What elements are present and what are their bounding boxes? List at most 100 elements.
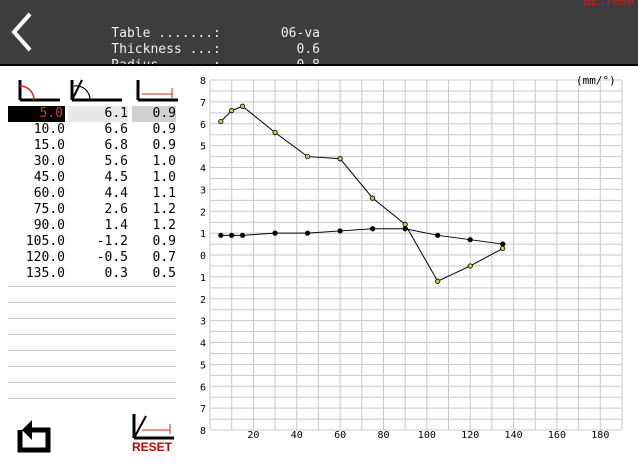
angle-cell: 5.0	[8, 106, 65, 122]
table-row[interactable]: 105.0 -1.2 0.9	[8, 234, 176, 250]
rotate-icon	[17, 420, 51, 453]
header-bar: Table .......:06-va Thickness ...:0.6 Ra…	[0, 0, 638, 73]
y-tick-label: 0	[200, 251, 206, 262]
angle-cell: 45.0	[33, 170, 65, 185]
angle-icon	[18, 80, 60, 102]
x-tick-label: 180	[591, 430, 609, 440]
width-cell: 0.9	[152, 138, 176, 153]
springback-cell: 1.4	[104, 218, 128, 233]
y-tick-label: 6	[200, 120, 206, 131]
table-row[interactable]: 120.0 -0.5 0.7	[8, 250, 176, 266]
data-point	[218, 118, 224, 125]
x-tick-label: 160	[548, 430, 566, 440]
y-tick-label: 6	[200, 382, 206, 393]
y-tick-label: 1	[200, 229, 206, 240]
table-row[interactable]: 90.0 1.4 1.2	[8, 218, 176, 234]
reset-label: RESET	[131, 440, 172, 454]
y-tick-label: 3	[200, 317, 206, 328]
model-label: BE 7000	[583, 0, 634, 8]
angle-cell: 15.0	[33, 138, 65, 153]
reset-button[interactable]	[128, 410, 178, 458]
y-tick-label: 4	[200, 339, 206, 350]
row-divider	[8, 302, 176, 303]
springback-cell: 4.5	[104, 170, 128, 185]
row-divider	[8, 366, 176, 367]
reset-icon	[132, 414, 174, 440]
data-point	[500, 241, 506, 247]
springback-cell: -0.5	[96, 250, 128, 265]
row-divider	[8, 318, 176, 319]
y-tick-label: 7	[200, 404, 206, 415]
chevron-left-icon	[11, 12, 32, 52]
data-point	[435, 278, 441, 284]
back-button[interactable]	[6, 8, 40, 56]
width-cell: 1.0	[152, 154, 176, 169]
x-tick-label: 60	[334, 430, 346, 440]
width-icon	[136, 80, 178, 102]
data-point	[272, 129, 278, 136]
width-cell: 0.9	[152, 234, 176, 249]
data-point	[435, 232, 441, 238]
rotate-button[interactable]	[10, 414, 54, 456]
y-tick-label: 3	[200, 185, 206, 196]
data-point	[239, 103, 246, 109]
table-row[interactable]: 30.0 5.6 1.0	[8, 154, 176, 170]
row-divider	[8, 382, 176, 383]
row-divider	[8, 334, 176, 335]
width-cell: 0.7	[152, 250, 176, 265]
data-point	[304, 153, 311, 160]
y-tick-label: 5	[200, 360, 206, 371]
table-row[interactable]: 10.0 6.6 0.9	[8, 122, 176, 138]
data-point	[370, 195, 376, 201]
y-tick-label: 8	[200, 76, 206, 87]
data-point	[467, 263, 473, 269]
table-row[interactable]: 60.0 4.4 1.1	[8, 186, 176, 202]
width-cell: 1.2	[152, 202, 176, 217]
row-divider	[8, 286, 176, 287]
table-row[interactable]: 75.0 2.6 1.2	[8, 202, 176, 218]
y-tick-label: 2	[200, 207, 206, 218]
x-tick-label: 100	[418, 430, 436, 440]
data-point	[337, 156, 343, 162]
table-row[interactable]: 15.0 6.8 0.9	[8, 138, 176, 154]
springback-cell: 6.8	[104, 138, 128, 153]
x-tick-label: 120	[461, 430, 479, 440]
y-tick-label: 2	[200, 295, 206, 306]
width-cell: 1.1	[152, 186, 176, 201]
y-tick-label: 7	[200, 98, 206, 109]
springback-cell: 5.6	[104, 154, 128, 169]
data-point	[500, 245, 506, 252]
angle-cell: 75.0	[33, 202, 65, 217]
angle-cell: 105.0	[25, 234, 65, 249]
data-point	[402, 221, 408, 227]
springback-cell: 6.1	[68, 106, 128, 122]
table-row[interactable]: 5.0 6.1 0.9	[8, 106, 176, 122]
table-row[interactable]: 135.0 0.3 0.5	[8, 266, 176, 282]
width-cell: 0.5	[152, 266, 176, 281]
x-tick-label: 80	[377, 430, 389, 440]
data-point	[218, 232, 224, 238]
data-point	[370, 226, 376, 232]
angle-cell: 30.0	[33, 154, 65, 169]
springback-icon	[70, 79, 122, 102]
y-tick-label: 8	[200, 426, 206, 437]
bend-chart: 8 7 6 5 4 3 2 1 0 1 2 3 4 5 6 7 8 20 40 60 80 100 120 140 160 180	[200, 76, 623, 440]
angle-cell: 10.0	[33, 122, 65, 137]
width-cell: 0.9	[152, 122, 176, 137]
data-point	[337, 228, 343, 234]
data-point	[229, 232, 235, 238]
data-point	[239, 232, 246, 238]
angle-cell: 135.0	[25, 266, 65, 281]
y-tick-label: 4	[200, 164, 206, 175]
springback-cell: -1.2	[96, 234, 128, 249]
width-cell: 0.9	[132, 106, 176, 122]
thickness-info: Thickness ...: 0.6	[111, 42, 320, 57]
width-cell: 1.2	[152, 218, 176, 233]
x-tick-label: 40	[291, 430, 303, 440]
springback-cell: 0.3	[104, 266, 128, 281]
angle-cell: 60.0	[33, 186, 65, 201]
table-info: Table .......: 06-va	[111, 26, 320, 41]
width-cell: 1.0	[152, 170, 176, 185]
table-row[interactable]: 45.0 4.5 1.0	[8, 170, 176, 186]
springback-cell: 4.4	[104, 186, 128, 201]
